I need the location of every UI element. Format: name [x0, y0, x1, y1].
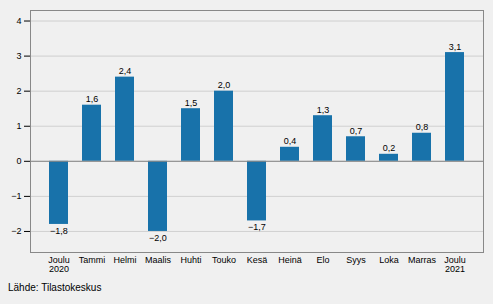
- svg-text:Huhti: Huhti: [180, 255, 201, 265]
- svg-text:0,4: 0,4: [284, 136, 297, 146]
- svg-text:Helmi: Helmi: [113, 255, 136, 265]
- svg-text:Tammi: Tammi: [79, 255, 106, 265]
- svg-text:2,0: 2,0: [218, 80, 231, 90]
- svg-text:1,6: 1,6: [86, 94, 99, 104]
- svg-text:Heinä: Heinä: [278, 255, 302, 265]
- svg-text:1: 1: [16, 121, 21, 131]
- svg-text:0,7: 0,7: [350, 126, 363, 136]
- svg-text:Kesä: Kesä: [247, 255, 268, 265]
- svg-text:Loka: Loka: [379, 255, 399, 265]
- svg-text:0: 0: [16, 156, 21, 166]
- svg-text:−1: −1: [11, 191, 21, 201]
- svg-text:Marras: Marras: [408, 255, 437, 265]
- svg-text:−1,8: −1,8: [50, 226, 68, 236]
- svg-text:Syys: Syys: [346, 255, 366, 265]
- svg-text:Touko: Touko: [212, 255, 236, 265]
- svg-text:3: 3: [16, 51, 21, 61]
- svg-text:Elo: Elo: [316, 255, 329, 265]
- svg-text:2,4: 2,4: [119, 66, 132, 76]
- svg-text:Joulu2021: Joulu2021: [444, 255, 466, 274]
- svg-text:3,1: 3,1: [449, 42, 462, 52]
- svg-text:−2: −2: [11, 226, 21, 236]
- svg-text:0,2: 0,2: [383, 143, 396, 153]
- svg-text:−2,0: −2,0: [149, 233, 167, 243]
- svg-text:0,8: 0,8: [416, 122, 429, 132]
- svg-text:−1,7: −1,7: [248, 222, 266, 232]
- html-text:Lähde: Tilastokeskus: Lähde: Tilastokeskus: [8, 282, 102, 293]
- svg-text:Maalis: Maalis: [145, 255, 172, 265]
- svg-text:1,5: 1,5: [185, 98, 198, 108]
- svg-text:2: 2: [16, 86, 21, 96]
- svg-text:4: 4: [16, 16, 21, 26]
- svg-text:1,3: 1,3: [317, 105, 330, 115]
- svg-text:Joulu2020: Joulu2020: [48, 255, 70, 274]
